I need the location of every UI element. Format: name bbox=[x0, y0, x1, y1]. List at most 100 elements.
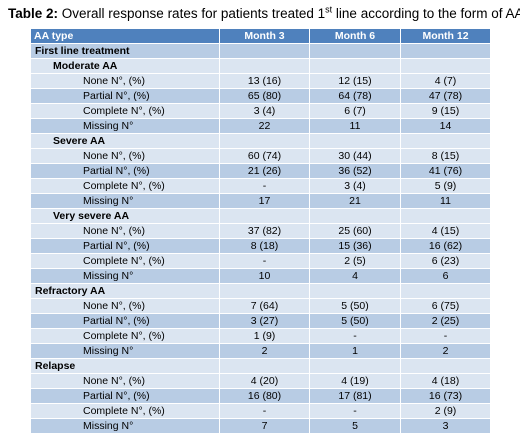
table-cell: 11 bbox=[309, 118, 401, 134]
group-row-relapse: Relapse bbox=[30, 358, 491, 374]
section-label: First line treatment bbox=[30, 43, 220, 59]
table-cell: 5 (50) bbox=[309, 298, 401, 314]
table-cell-empty bbox=[219, 58, 310, 74]
row-label: Partial N°, (%) bbox=[30, 313, 220, 329]
table-cell-empty bbox=[219, 358, 310, 374]
table-cell-empty bbox=[309, 208, 401, 224]
table-cell-empty bbox=[309, 133, 401, 149]
row-label: None N°, (%) bbox=[30, 298, 220, 314]
table-cell: 64 (78) bbox=[309, 88, 401, 104]
group-row-severe-aa: Severe AA bbox=[30, 133, 491, 149]
table-row: Missing N° 7 5 3 bbox=[30, 418, 491, 434]
row-label: Partial N°, (%) bbox=[30, 88, 220, 104]
table-row: Missing N° 10 4 6 bbox=[30, 268, 491, 284]
table-cell: 6 (23) bbox=[400, 253, 491, 269]
table-cell: 4 (7) bbox=[400, 73, 491, 89]
table-cell: 5 (9) bbox=[400, 178, 491, 194]
table-cell-empty bbox=[400, 58, 491, 74]
table-cell-empty bbox=[400, 208, 491, 224]
table-row: None N°, (%) 13 (16) 12 (15) 4 (7) bbox=[30, 73, 491, 89]
table-cell: 10 bbox=[219, 268, 310, 284]
table-row: None N°, (%) 60 (74) 30 (44) 8 (15) bbox=[30, 148, 491, 164]
row-label: Missing N° bbox=[30, 118, 220, 134]
table-cell: - bbox=[219, 403, 310, 419]
row-label: Missing N° bbox=[30, 193, 220, 209]
group-label: Severe AA bbox=[30, 133, 220, 149]
table-cell: 2 bbox=[400, 343, 491, 359]
table-row: Complete N°, (%) -2 (5) 6 (23) bbox=[30, 253, 491, 269]
table-row: Missing N° 2 1 2 bbox=[30, 343, 491, 359]
table-cell: 41 (76) bbox=[400, 163, 491, 179]
table-row: Missing N° 22 11 14 bbox=[30, 118, 491, 134]
row-label: Complete N°, (%) bbox=[30, 178, 220, 194]
table-cell: 4 (18) bbox=[400, 373, 491, 389]
table-cell: 3 (27) bbox=[219, 313, 310, 329]
row-label: Complete N°, (%) bbox=[30, 403, 220, 419]
table-cell: 60 (74) bbox=[219, 148, 310, 164]
table-cell: 13 (16) bbox=[219, 73, 310, 89]
table-cell: 8 (18) bbox=[219, 238, 310, 254]
caption-text-end: line according to the form of AA bbox=[332, 6, 520, 21]
row-label: None N°, (%) bbox=[30, 373, 220, 389]
table-row: None N°, (%) 37 (82) 25 (60) 4 (15) bbox=[30, 223, 491, 239]
group-label: Very severe AA bbox=[30, 208, 220, 224]
table-row: Partial N°, (%) 16 (80) 17 (81) 16 (73) bbox=[30, 388, 491, 404]
table-row: Complete N°, (%) 3 (4) 6 (7) 9 (15) bbox=[30, 103, 491, 119]
table-cell: 1 bbox=[309, 343, 401, 359]
table-cell-empty bbox=[400, 358, 491, 374]
table-row: Missing N° 17 21 11 bbox=[30, 193, 491, 209]
table-cell: 8 (15) bbox=[400, 148, 491, 164]
table-row: None N°, (%) 7 (64) 5 (50) 6 (75) bbox=[30, 298, 491, 314]
table-cell: 25 (60) bbox=[309, 223, 401, 239]
header-month-12: Month 12 bbox=[400, 28, 491, 44]
row-label: None N°, (%) bbox=[30, 223, 220, 239]
table-cell: 1 (9) bbox=[219, 328, 310, 344]
table-cell: 14 bbox=[400, 118, 491, 134]
table-cell: 4 (15) bbox=[400, 223, 491, 239]
table-cell-empty bbox=[309, 283, 401, 299]
table-cell: - bbox=[309, 403, 401, 419]
group-label: Relapse bbox=[30, 358, 220, 374]
table-caption: Table 2: Overall response rates for pati… bbox=[8, 5, 520, 22]
table-cell: 16 (62) bbox=[400, 238, 491, 254]
caption-text: Overall response rates for patients trea… bbox=[58, 6, 326, 21]
table-cell: 5 bbox=[309, 418, 401, 434]
table-cell: 21 bbox=[309, 193, 401, 209]
header-month-6: Month 6 bbox=[309, 28, 401, 44]
table-cell: 6 bbox=[400, 268, 491, 284]
table-cell: 4 (19) bbox=[309, 373, 401, 389]
table-cell: 30 (44) bbox=[309, 148, 401, 164]
table-cell: 65 (80) bbox=[219, 88, 310, 104]
response-rates-table: AA type Month 3 Month 6 Month 12 First l… bbox=[30, 28, 491, 434]
table-row: Partial N°, (%) 65 (80) 64 (78) 47 (78) bbox=[30, 88, 491, 104]
table-header-row: AA type Month 3 Month 6 Month 12 bbox=[30, 28, 491, 44]
table-row: Complete N°, (%) 1 (9) - - bbox=[30, 328, 491, 344]
group-row-moderate-aa: Moderate AA bbox=[30, 58, 491, 74]
table-cell: 2 bbox=[219, 343, 310, 359]
table-cell-empty bbox=[400, 133, 491, 149]
table-cell: 3 bbox=[400, 418, 491, 434]
table-row: Partial N°, (%) 8 (18) 15 (36) 16 (62) bbox=[30, 238, 491, 254]
table-cell-empty bbox=[219, 133, 310, 149]
row-label: Partial N°, (%) bbox=[30, 388, 220, 404]
table-cell: 3 (4) bbox=[309, 178, 401, 194]
header-aa-type: AA type bbox=[30, 28, 220, 44]
table-cell: 7 (64) bbox=[219, 298, 310, 314]
row-label: Complete N°, (%) bbox=[30, 253, 220, 269]
header-month-3: Month 3 bbox=[219, 28, 310, 44]
table-body: First line treatment Moderate AA None N°,… bbox=[30, 43, 491, 434]
table-cell-empty bbox=[309, 58, 401, 74]
table-cell: - bbox=[219, 178, 310, 194]
table-cell: 5 (50) bbox=[309, 313, 401, 329]
table-cell-empty bbox=[400, 283, 491, 299]
section-row-first-line: First line treatment bbox=[30, 43, 491, 59]
table-cell: 7 bbox=[219, 418, 310, 434]
group-row-refractory-aa: Refractory AA bbox=[30, 283, 491, 299]
table-cell-empty bbox=[309, 43, 401, 59]
table-cell: 37 (82) bbox=[219, 223, 310, 239]
table-cell: 17 bbox=[219, 193, 310, 209]
table-cell: 15 (36) bbox=[309, 238, 401, 254]
row-label: Partial N°, (%) bbox=[30, 238, 220, 254]
table-cell-empty bbox=[219, 43, 310, 59]
table-cell: 22 bbox=[219, 118, 310, 134]
